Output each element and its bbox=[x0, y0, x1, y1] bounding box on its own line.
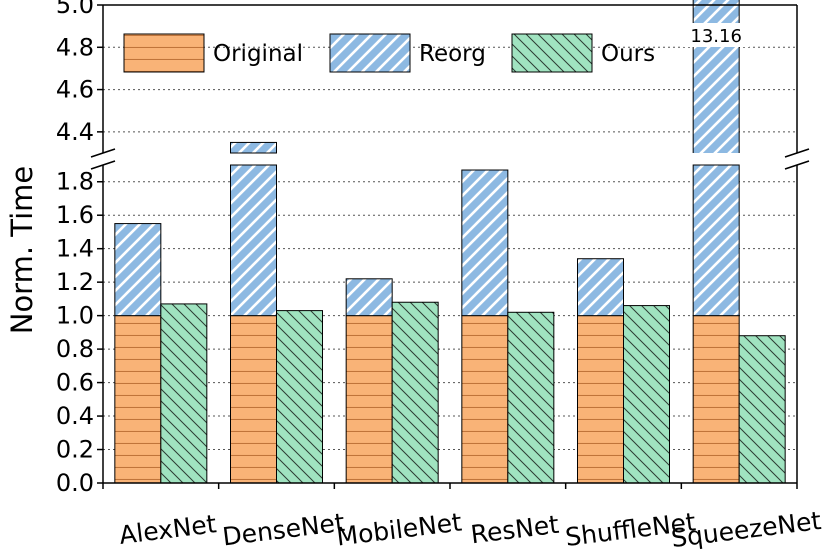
bar-reorg-lower bbox=[230, 164, 277, 317]
bar-reorg-upper bbox=[693, 0, 740, 153]
axis-break-mark bbox=[784, 148, 810, 158]
y-tick-label: 1.8 bbox=[56, 168, 94, 196]
x-category-label: AlexNet bbox=[118, 509, 219, 550]
bar-original bbox=[345, 315, 393, 484]
bar-ours bbox=[623, 305, 670, 484]
axis-break-mark bbox=[90, 148, 116, 158]
bar-original bbox=[692, 315, 740, 484]
axis-break-mark bbox=[90, 160, 116, 170]
y-tick-label: 0.0 bbox=[56, 469, 94, 497]
bar-original bbox=[577, 315, 624, 484]
y-tick-label: 1.0 bbox=[56, 302, 94, 330]
legend-label: Ours bbox=[601, 41, 655, 67]
x-category-label: MobileNet bbox=[335, 507, 464, 551]
bar-ours bbox=[738, 335, 786, 484]
y-tick-label: 1.4 bbox=[56, 235, 94, 263]
y-tick-label: 1.2 bbox=[56, 268, 94, 296]
y-tick-label: 4.4 bbox=[56, 118, 94, 146]
y-tick-label: 1.6 bbox=[56, 201, 94, 229]
bar-reorg bbox=[114, 223, 162, 317]
legend-label: Reorg bbox=[419, 41, 486, 67]
legend-swatch-ours bbox=[511, 33, 593, 73]
legend-label: Original bbox=[213, 41, 303, 67]
bar-reorg bbox=[345, 278, 393, 317]
axis-break-gap bbox=[0, 153, 827, 165]
bar-original bbox=[461, 315, 509, 484]
y-tick-label: 5.0 bbox=[56, 0, 94, 19]
bar-original bbox=[114, 315, 162, 484]
y-tick-label: 0.6 bbox=[56, 369, 94, 397]
bar-ours bbox=[507, 311, 555, 484]
y-axis-title: Norm. Time bbox=[5, 166, 39, 335]
bar-original bbox=[230, 315, 277, 484]
y-tick-label: 0.2 bbox=[56, 436, 94, 464]
legend-swatch-reorg bbox=[329, 33, 411, 73]
axis-break-mark bbox=[784, 160, 810, 170]
bar-reorg-upper bbox=[230, 141, 277, 154]
y-tick-label: 0.4 bbox=[56, 402, 94, 430]
bar-ours bbox=[160, 303, 208, 484]
x-category-label: ResNet bbox=[469, 510, 561, 550]
y-tick-label: 4.6 bbox=[56, 76, 94, 104]
y-tick-label: 0.8 bbox=[56, 335, 94, 363]
bar-reorg bbox=[577, 258, 624, 317]
y-tick-label: 4.8 bbox=[56, 33, 94, 61]
legend-swatch-original bbox=[123, 33, 205, 73]
x-category-label: DenseNet bbox=[221, 508, 347, 552]
bar-ours bbox=[276, 310, 323, 484]
bar-ours bbox=[391, 301, 439, 484]
annotation-bg bbox=[683, 23, 750, 47]
bar-reorg bbox=[461, 169, 509, 317]
annotation-label: 13.16 bbox=[690, 26, 742, 47]
bar-reorg-lower bbox=[692, 164, 740, 317]
